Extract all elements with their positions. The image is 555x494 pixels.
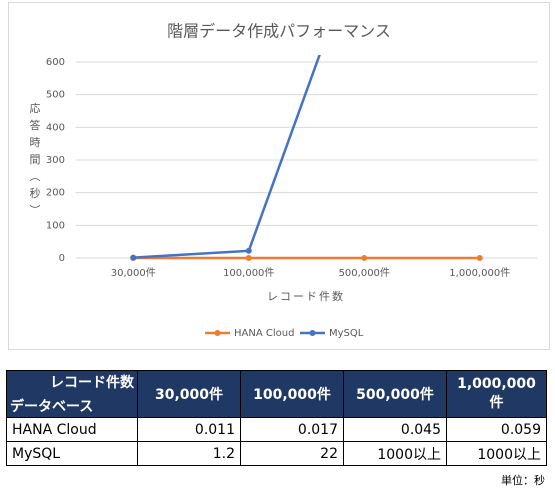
cell: MySQL xyxy=(6,441,138,466)
cell: 1000以上 xyxy=(343,441,447,466)
x-axis-label: レコード件数 xyxy=(267,290,345,303)
cell: HANA Cloud xyxy=(6,417,138,442)
legend-label: HANA Cloud xyxy=(234,328,294,339)
corner-header: レコード件数 データベース xyxy=(6,370,138,418)
cell: 22 xyxy=(240,441,344,466)
x-tick-label: 30,000件 xyxy=(111,267,156,279)
x-tick-label: 1,000,000件 xyxy=(449,267,510,279)
chart-title: 階層データ作成パフォーマンス xyxy=(167,22,391,41)
point xyxy=(245,247,252,254)
point xyxy=(361,254,368,261)
point xyxy=(476,254,483,261)
point xyxy=(245,254,252,261)
cell: 0.011 xyxy=(137,417,241,442)
y-tick-label: 500 xyxy=(46,90,65,101)
column-header: 1,000,000件 xyxy=(446,370,547,418)
cell: 1.2 xyxy=(137,441,241,466)
cell: 1000以上 xyxy=(446,441,547,466)
y-tick-label: 300 xyxy=(46,155,65,166)
x-tick-label: 500,000件 xyxy=(339,267,390,279)
point xyxy=(130,254,137,261)
chart: 階層データ作成パフォーマンス 応答時間（秒） レコード件数 0 100 200 300… xyxy=(8,2,550,350)
header-left: データベース xyxy=(10,399,94,415)
header-top: レコード件数 xyxy=(50,375,134,391)
cell: 0.017 xyxy=(240,417,344,442)
chart-frame xyxy=(8,2,550,350)
column-header: 500,000件 xyxy=(343,370,447,418)
data-table: レコード件数 データベース 30,000件 100,000件 500,000件 … xyxy=(6,370,547,466)
cell: 0.059 xyxy=(446,417,547,442)
cell: 0.045 xyxy=(343,417,447,442)
y-tick-label: 0 xyxy=(59,253,65,264)
column-header: 30,000件 xyxy=(137,370,241,418)
y-tick-label: 100 xyxy=(46,220,65,231)
plot-area xyxy=(130,55,483,261)
unit-note: 単位：秒 xyxy=(501,474,545,487)
x-tick-label: 100,000件 xyxy=(223,267,274,279)
y-tick-label: 200 xyxy=(46,188,65,199)
legend-label: MySQL xyxy=(329,328,364,339)
legend-marker xyxy=(309,330,316,336)
legend-marker xyxy=(214,330,221,336)
y-axis-label: 応答時間（秒） xyxy=(28,101,41,221)
y-tick-label: 600 xyxy=(46,57,65,68)
y-tick-label: 400 xyxy=(46,122,65,133)
column-header: 100,000件 xyxy=(240,370,344,418)
